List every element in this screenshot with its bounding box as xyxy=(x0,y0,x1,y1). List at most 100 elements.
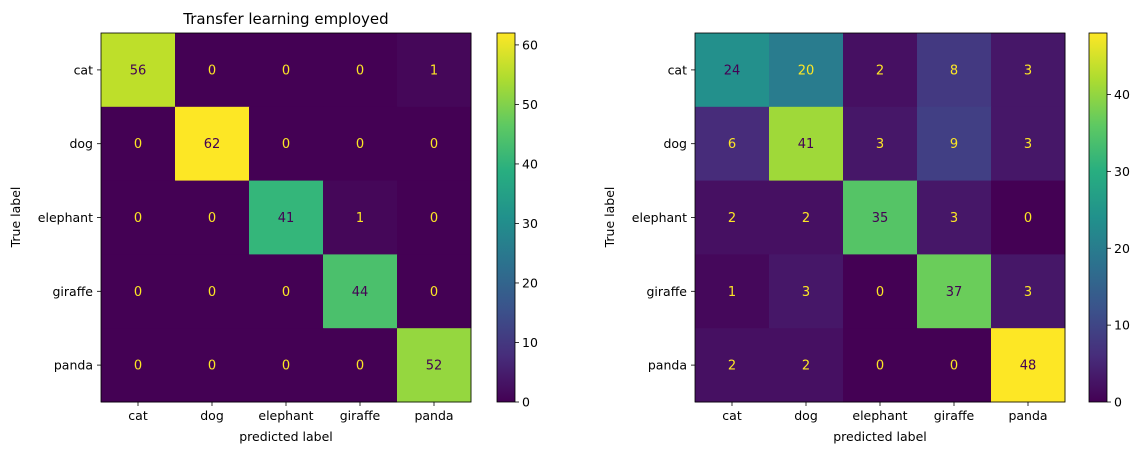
heatmap-cell xyxy=(175,328,250,403)
cell-value-label: 3 xyxy=(1024,63,1032,78)
heatmap-cell xyxy=(769,106,844,182)
colorbar-tick-label: 40 xyxy=(1114,87,1130,102)
cell-value-label: 2 xyxy=(728,211,736,226)
heatmap-cell xyxy=(397,33,472,108)
heatmap-cells: 24 20 2 8 36 41 3 9 32 2 35 3 01 3 0 37 32 2 0 0 48 xyxy=(695,33,1066,403)
confusion-matrix-baseline: 24 20 2 8 36 41 3 9 32 2 35 3 01 3 0 37 32 2 0 0 48 cat dog el… xyxy=(602,32,1130,444)
heatmap-cell xyxy=(249,254,324,329)
y-tick-label: panda xyxy=(54,358,93,373)
x-tick-labels: cat dog elephant giraffe panda xyxy=(722,402,1048,423)
chart-title: Transfer learning employed xyxy=(182,10,388,28)
cell-value-label: 0 xyxy=(208,285,216,300)
heatmap-cells: 56 0 0 0 1 0 62 0 0 0 0 0 41 1 0 0 0 0 44 0 0 0 0 0 52 xyxy=(101,33,472,403)
y-tick-label: elephant xyxy=(632,210,687,225)
y-tick-label: giraffe xyxy=(646,284,687,299)
heatmap-cell xyxy=(175,254,250,329)
cell-value-label: 0 xyxy=(356,137,364,152)
heatmap-cell xyxy=(917,328,992,403)
x-tick-label: giraffe xyxy=(934,408,975,423)
colorbar-tick-label: 20 xyxy=(1114,241,1130,256)
heatmap-cell xyxy=(695,106,770,182)
y-tick-label: cat xyxy=(74,62,94,77)
x-tick-label: cat xyxy=(128,408,148,423)
heatmap-cell xyxy=(769,180,844,255)
cell-value-label: 0 xyxy=(208,63,216,78)
colorbar-tick-label: 10 xyxy=(1114,318,1130,333)
heatmap-cell xyxy=(843,180,918,255)
cell-value-label: 1 xyxy=(356,211,364,226)
heatmap-cell xyxy=(695,254,770,329)
cell-value-label: 20 xyxy=(798,63,815,78)
colorbar xyxy=(496,32,516,403)
heatmap-cell xyxy=(323,328,398,403)
colorbar xyxy=(1088,32,1108,403)
y-tick-label: dog xyxy=(69,136,93,151)
cell-value-label: 62 xyxy=(204,137,221,152)
x-tick-label: cat xyxy=(722,408,742,423)
cell-value-label: 8 xyxy=(950,63,958,78)
heatmap-cell xyxy=(991,180,1066,255)
cell-value-label: 0 xyxy=(282,63,290,78)
heatmap-cell xyxy=(917,180,992,255)
heatmap-cell xyxy=(991,328,1066,403)
cell-value-label: 44 xyxy=(352,285,369,300)
y-tick-label: panda xyxy=(648,358,687,373)
colorbar-tick-label: 60 xyxy=(522,37,538,52)
heatmap-cell xyxy=(769,33,844,108)
cell-value-label: 41 xyxy=(278,211,295,226)
y-tick-labels: cat dog elephant giraffe panda xyxy=(632,62,695,373)
y-tick-label: giraffe xyxy=(52,284,93,299)
cell-value-label: 3 xyxy=(1024,285,1032,300)
cell-value-label: 0 xyxy=(1024,211,1032,226)
heatmap-cell xyxy=(991,254,1066,329)
heatmap-cell xyxy=(769,328,844,403)
heatmap-cell xyxy=(695,328,770,403)
cell-value-label: 1 xyxy=(430,63,438,78)
cell-value-label: 41 xyxy=(798,137,815,152)
heatmap-cell xyxy=(323,254,398,329)
heatmap-cell xyxy=(695,180,770,255)
cell-value-label: 3 xyxy=(802,285,810,300)
cell-value-label: 2 xyxy=(802,211,810,226)
y-tick-label: elephant xyxy=(38,210,93,225)
heatmap-cell xyxy=(397,328,472,403)
heatmap-cell xyxy=(249,106,324,182)
heatmap-cell xyxy=(175,106,250,182)
heatmap-cell xyxy=(695,33,770,108)
colorbar-tick-label: 40 xyxy=(522,156,538,171)
cell-value-label: 0 xyxy=(134,285,142,300)
x-axis-label: predicted label xyxy=(833,429,927,444)
cell-value-label: 3 xyxy=(1024,137,1032,152)
colorbar-tick-label: 30 xyxy=(522,216,538,231)
cell-value-label: 0 xyxy=(430,211,438,226)
x-tick-label: panda xyxy=(414,408,453,423)
heatmap-cell xyxy=(843,106,918,182)
x-tick-label: panda xyxy=(1008,408,1047,423)
colorbar-tick-label: 50 xyxy=(522,97,538,112)
cell-value-label: 0 xyxy=(356,359,364,374)
cell-value-label: 0 xyxy=(282,285,290,300)
cell-value-label: 0 xyxy=(356,63,364,78)
heatmap-cell xyxy=(323,106,398,182)
cell-value-label: 48 xyxy=(1020,359,1037,374)
colorbar-tick-label: 0 xyxy=(522,395,530,410)
heatmap-cell xyxy=(397,254,472,329)
x-tick-label: giraffe xyxy=(340,408,381,423)
cell-value-label: 3 xyxy=(950,211,958,226)
heatmap-cell xyxy=(101,328,176,403)
cell-value-label: 2 xyxy=(876,63,884,78)
cell-value-label: 0 xyxy=(134,359,142,374)
heatmap-cell xyxy=(843,254,918,329)
cell-value-label: 0 xyxy=(430,137,438,152)
y-axis-label: True label xyxy=(8,187,23,249)
heatmap-cell xyxy=(101,254,176,329)
cell-value-label: 0 xyxy=(430,285,438,300)
colorbar-tick-label: 10 xyxy=(522,335,538,350)
cell-value-label: 0 xyxy=(282,359,290,374)
heatmap-cell xyxy=(249,180,324,255)
x-tick-labels: cat dog elephant giraffe panda xyxy=(128,402,454,423)
heatmap-cell xyxy=(101,180,176,255)
heatmap-cell xyxy=(323,180,398,255)
heatmap-cell xyxy=(917,33,992,108)
y-tick-label: cat xyxy=(668,62,688,77)
